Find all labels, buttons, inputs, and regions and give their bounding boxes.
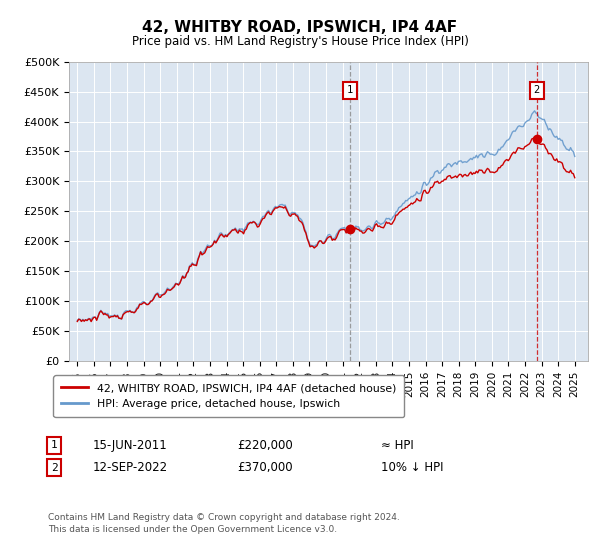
Text: 1: 1 [50, 440, 58, 450]
Text: 2: 2 [50, 463, 58, 473]
Text: 1: 1 [347, 85, 353, 95]
Text: 2: 2 [533, 85, 540, 95]
Legend: 42, WHITBY ROAD, IPSWICH, IP4 4AF (detached house), HPI: Average price, detached: 42, WHITBY ROAD, IPSWICH, IP4 4AF (detac… [53, 375, 404, 417]
Text: 12-SEP-2022: 12-SEP-2022 [93, 461, 168, 474]
Text: 15-JUN-2011: 15-JUN-2011 [93, 438, 168, 452]
Text: £220,000: £220,000 [237, 438, 293, 452]
Text: ≈ HPI: ≈ HPI [381, 438, 414, 452]
Text: £370,000: £370,000 [237, 461, 293, 474]
Text: 10% ↓ HPI: 10% ↓ HPI [381, 461, 443, 474]
Text: Price paid vs. HM Land Registry's House Price Index (HPI): Price paid vs. HM Land Registry's House … [131, 35, 469, 48]
Text: 42, WHITBY ROAD, IPSWICH, IP4 4AF: 42, WHITBY ROAD, IPSWICH, IP4 4AF [142, 20, 458, 35]
Text: Contains HM Land Registry data © Crown copyright and database right 2024.
This d: Contains HM Land Registry data © Crown c… [48, 513, 400, 534]
